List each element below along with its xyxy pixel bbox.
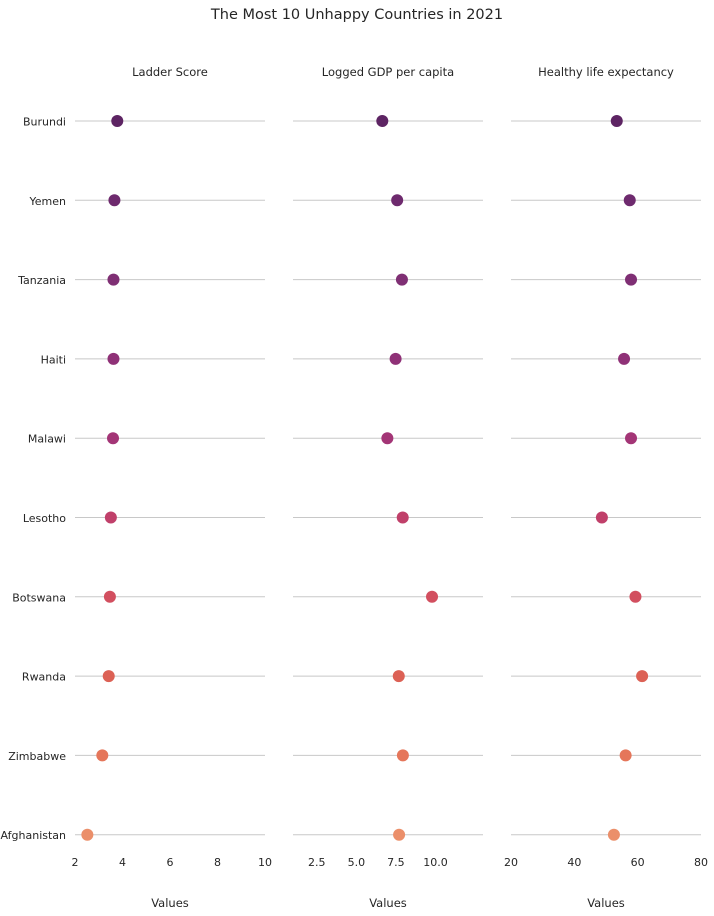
country-labels: Burundi Yemen Tanzania Haiti Malawi Lesotho Bo…	[1, 116, 67, 843]
data-point	[391, 194, 404, 207]
x-tick-label: 7.5	[387, 856, 405, 869]
data-point	[108, 194, 121, 207]
data-point	[104, 511, 117, 524]
x-axis-label: Values	[151, 896, 189, 910]
country-label: Rwanda	[22, 671, 66, 684]
data-point	[629, 590, 642, 603]
data-point	[636, 670, 649, 683]
chart-title: The Most 10 Unhappy Countries in 2021	[210, 7, 503, 23]
country-label: Yemen	[29, 195, 67, 208]
data-point	[625, 432, 638, 445]
data-point	[96, 749, 109, 762]
panel-title: Ladder Score	[132, 65, 208, 79]
x-tick-label: 8	[214, 856, 221, 869]
data-point	[376, 115, 389, 127]
data-point	[389, 352, 402, 365]
x-tick-label: 5.0	[348, 856, 366, 869]
country-label: Tanzania	[17, 274, 66, 287]
data-point	[610, 115, 623, 127]
data-point	[392, 670, 405, 683]
data-point	[619, 749, 632, 762]
x-tick-label: 2.5	[308, 856, 326, 869]
data-point	[102, 670, 115, 683]
country-label: Botswana	[12, 591, 66, 604]
data-point	[396, 511, 409, 524]
panel-title: Healthy life expectancy	[538, 65, 674, 79]
data-point	[107, 273, 120, 286]
data-point	[103, 590, 116, 603]
x-tick-label: 20	[504, 856, 518, 869]
data-point	[393, 828, 406, 841]
country-label: Haiti	[41, 353, 66, 366]
data-point	[395, 273, 408, 286]
x-tick-label: 6	[167, 856, 174, 869]
x-tick-label: 10	[258, 856, 272, 869]
x-tick-label: 2	[72, 856, 79, 869]
country-label: Afghanistan	[1, 829, 67, 842]
panel: Logged GDP per capita 2.5 5.0 7.5 10.0 Values	[293, 65, 483, 910]
data-point	[618, 352, 631, 365]
data-point	[426, 590, 439, 603]
data-point	[625, 273, 638, 286]
country-label: Lesotho	[23, 512, 66, 525]
x-tick-label: 40	[567, 856, 581, 869]
panel-title: Logged GDP per capita	[322, 65, 454, 79]
data-point	[107, 432, 119, 445]
x-axis-label: Values	[369, 896, 407, 910]
panel: Healthy life expectancy 20 40 60 80 Values	[504, 65, 708, 910]
data-point	[107, 352, 120, 365]
country-label: Malawi	[28, 433, 66, 446]
x-axis-label: Values	[587, 896, 625, 910]
data-point	[607, 828, 620, 841]
data-point	[111, 115, 124, 127]
panel: Ladder Score 2 4 6 8 10 Values	[72, 65, 273, 910]
x-tick-label: 60	[631, 856, 645, 869]
data-point	[396, 749, 409, 762]
country-label: Burundi	[23, 116, 66, 129]
data-point	[623, 194, 636, 207]
data-point	[381, 432, 394, 445]
x-tick-label: 10.0	[423, 856, 448, 869]
x-tick-label: 4	[119, 856, 126, 869]
data-point	[81, 828, 94, 841]
x-tick-label: 80	[694, 856, 708, 869]
data-point	[595, 511, 608, 524]
country-label: Zimbabwe	[8, 750, 66, 763]
